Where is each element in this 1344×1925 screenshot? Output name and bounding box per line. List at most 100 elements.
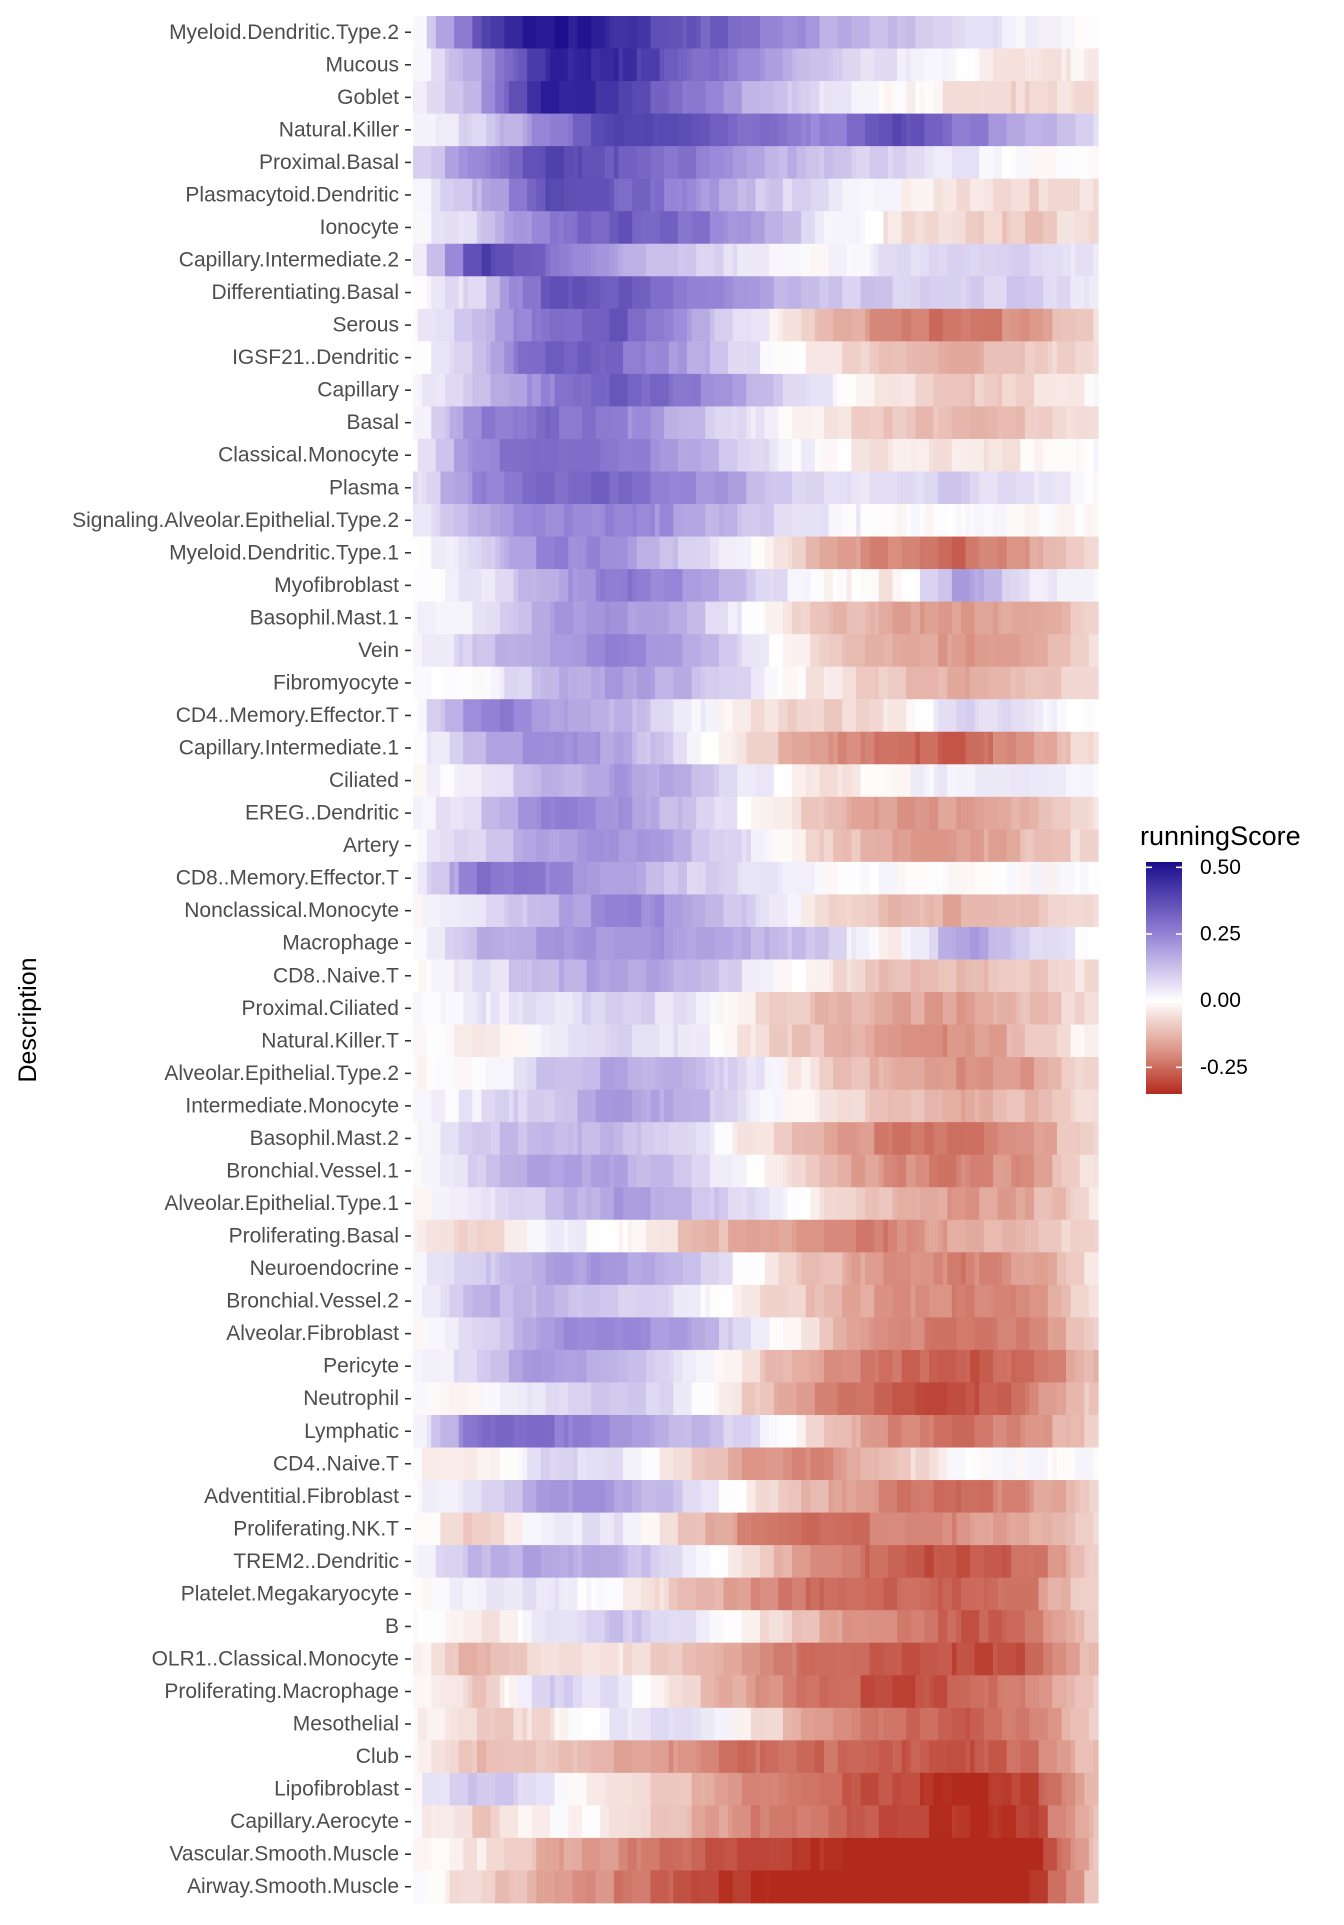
- heatmap-cell-32-52: [992, 1057, 1003, 1091]
- heatmap-cell-43-7: [481, 1414, 492, 1448]
- heatmap-cell-21-31: [764, 699, 779, 733]
- heatmap-cell-51-28: [732, 1675, 747, 1709]
- heatmap-cell-56-16: [600, 1837, 620, 1871]
- heatmap-cell-14-25: [728, 471, 747, 505]
- heatmap-cell-18-39: [865, 601, 871, 635]
- heatmap-cell-55-26: [750, 1805, 761, 1839]
- heatmap-cell-25-16: [604, 829, 610, 863]
- heatmap-cell-28-16: [581, 926, 597, 960]
- heatmap-cell-33-48: [938, 1089, 944, 1123]
- heatmap-cell-4-55: [1015, 146, 1031, 180]
- heatmap-cell-4-36: [805, 146, 821, 180]
- heatmap-cell-19-6: [463, 634, 473, 668]
- heatmap-cell-57-10: [527, 1870, 533, 1904]
- heatmap-cell-45-16: [572, 1480, 592, 1513]
- heatmap-cell-39-15: [600, 1284, 620, 1318]
- heatmap-cell-42-10: [545, 1382, 551, 1416]
- heatmap-cell-6-53: [1024, 211, 1044, 245]
- heatmap-cell-44-23: [691, 1447, 706, 1481]
- heatmap-cell-24-42: [878, 796, 898, 830]
- heatmap-cell-27-36: [846, 894, 852, 928]
- heatmap-cell-21-49: [974, 699, 980, 733]
- heatmap-cell-25-36: [805, 829, 821, 863]
- heatmap-cell-54-3: [449, 1772, 469, 1806]
- heatmap-cell-28-2: [444, 926, 455, 960]
- heatmap-cell-17-19: [604, 569, 624, 603]
- heatmap-cell-42-3: [449, 1382, 469, 1416]
- heatmap-cell-31-23: [696, 1024, 711, 1058]
- heatmap-cell-45-53: [992, 1480, 999, 1513]
- heatmap-cell-42-30: [778, 1382, 798, 1416]
- heatmap-cell-39-35: [842, 1284, 862, 1318]
- heatmap-cell-30-51: [974, 992, 994, 1025]
- heatmap-cell-2-3: [463, 81, 473, 114]
- heatmap-cell-57-0: [413, 1870, 428, 1904]
- heatmap-cell-46-7: [490, 1512, 505, 1546]
- heatmap-cell-56-35: [824, 1837, 843, 1871]
- heatmap-cell-20-5: [486, 666, 492, 700]
- heatmap-cell-13-49: [983, 438, 989, 472]
- heatmap-cell-16-31: [696, 536, 711, 570]
- heatmap-cell-43-41: [869, 1414, 889, 1448]
- heatmap-cell-19-51: [1020, 634, 1035, 668]
- heatmap-cell-48-47: [919, 1577, 930, 1611]
- heatmap-cell-8-30: [760, 276, 766, 310]
- heatmap-cell-35-47: [924, 1154, 930, 1188]
- heatmap-cell-32-45: [906, 1057, 926, 1091]
- heatmap-cell-41-20: [645, 1349, 656, 1383]
- heatmap-cell-29-3: [431, 959, 437, 993]
- heatmap-cell-36-32: [782, 1187, 789, 1221]
- heatmap-cell-56-41: [897, 1837, 907, 1871]
- heatmap-cell-17-2: [444, 569, 460, 603]
- heatmap-cell-19-29: [769, 634, 784, 668]
- heatmap-cell-19-45: [951, 634, 967, 668]
- heatmap-cell-33-16: [595, 1089, 615, 1123]
- heatmap-cell-28-11: [536, 926, 556, 960]
- heatmap-cell-21-28: [723, 699, 734, 733]
- heatmap-cell-32-9: [527, 1057, 537, 1091]
- heatmap-cell-39-1: [422, 1284, 441, 1318]
- heatmap-cell-57-55: [1084, 1870, 1099, 1904]
- heatmap-cell-10-33: [824, 341, 843, 375]
- heatmap-cell-47-19: [600, 1545, 620, 1579]
- heatmap-cell-28-62: [1061, 926, 1067, 960]
- heatmap-cell-19-15: [572, 634, 588, 668]
- heatmap-cell-34-33: [755, 1122, 775, 1156]
- heatmap-cell-46-5: [463, 1512, 473, 1546]
- heatmap-cell-28-53: [988, 926, 999, 960]
- heatmap-cell-39-40: [915, 1284, 930, 1318]
- heatmap-cell-12-18: [581, 406, 597, 440]
- heatmap-cell-17-9: [518, 569, 533, 603]
- heatmap-cell-31-24: [709, 1024, 725, 1058]
- heatmap-cell-56-24: [691, 1837, 706, 1871]
- heatmap-cell-51-3: [454, 1675, 464, 1709]
- heatmap-cell-43-42: [887, 1414, 903, 1448]
- heatmap-cell-54-18: [632, 1772, 652, 1806]
- heatmap-cell-44-18: [623, 1447, 629, 1481]
- heatmap-cell-53-26: [718, 1740, 738, 1774]
- heatmap-cell-24-39: [851, 796, 871, 830]
- heatmap-cell-49-31: [769, 1610, 784, 1644]
- heatmap-cell-47-1: [417, 1545, 437, 1579]
- heatmap-cell-0-23: [696, 16, 702, 49]
- heatmap-cell-6-35: [824, 211, 834, 245]
- heatmap-cell-14-51: [1052, 471, 1072, 505]
- heatmap-cell-44-44: [910, 1447, 916, 1481]
- heatmap-cell-55-29: [782, 1805, 793, 1839]
- heatmap-cell-43-26: [691, 1414, 711, 1448]
- heatmap-cell-1-2: [444, 48, 451, 82]
- heatmap-cell-19-47: [974, 634, 989, 668]
- heatmap-cell-31-33: [824, 1024, 834, 1058]
- heatmap-cell-29-49: [951, 959, 958, 993]
- heatmap-cell-50-53: [1079, 1642, 1090, 1676]
- heatmap-cell-50-16: [600, 1642, 620, 1676]
- heatmap-cell-38-34: [824, 1252, 843, 1286]
- heatmap-cell-32-18: [655, 1057, 661, 1091]
- heatmap-cell-42-43: [965, 1382, 976, 1416]
- heatmap-cell-48-16: [577, 1577, 588, 1611]
- heatmap-cell-9-41: [901, 308, 912, 342]
- heatmap-cell-1-57: [956, 48, 976, 82]
- heatmap-cell-53-2: [431, 1740, 446, 1774]
- heatmap-cell-3-39: [801, 113, 807, 147]
- heatmap-cell-19-33: [810, 634, 821, 668]
